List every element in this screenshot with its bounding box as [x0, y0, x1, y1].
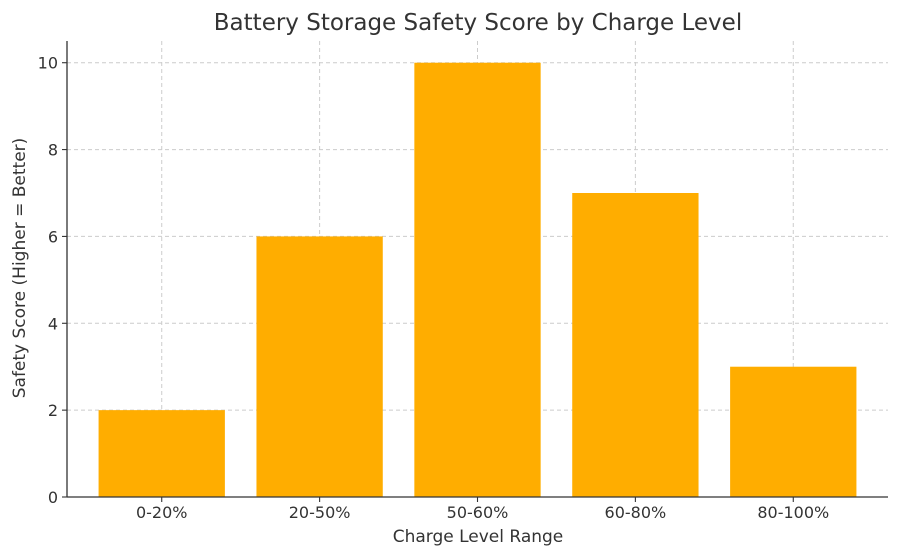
bars — [98, 62, 857, 497]
y-axis-ticks: 0 2 4 6 8 10 — [38, 54, 67, 507]
x-tick-label: 80-100% — [757, 503, 829, 522]
bar-60-80% — [572, 193, 699, 497]
x-tick-label: 20-50% — [289, 503, 351, 522]
chart-title: Battery Storage Safety Score by Charge L… — [214, 10, 742, 36]
x-tick-label: 60-80% — [605, 503, 667, 522]
x-axis-ticks: 0-20% 20-50% 50-60% 60-80% 80-100% — [136, 497, 829, 522]
y-tick-label: 0 — [48, 488, 58, 507]
y-tick-label: 4 — [48, 314, 58, 333]
bar-20-50% — [256, 236, 383, 497]
y-tick-label: 6 — [48, 227, 58, 246]
x-axis-label: Charge Level Range — [393, 527, 564, 547]
y-axis-label: Safety Score (Higher = Better) — [10, 138, 30, 399]
bar-0-20% — [98, 410, 225, 497]
y-tick-label: 8 — [48, 141, 58, 160]
bar-50-60% — [414, 62, 541, 497]
y-tick-label: 2 — [48, 401, 58, 420]
x-tick-label: 50-60% — [447, 503, 509, 522]
y-tick-label: 10 — [38, 54, 58, 73]
x-tick-label: 0-20% — [136, 503, 188, 522]
bar-80-100% — [730, 366, 857, 497]
